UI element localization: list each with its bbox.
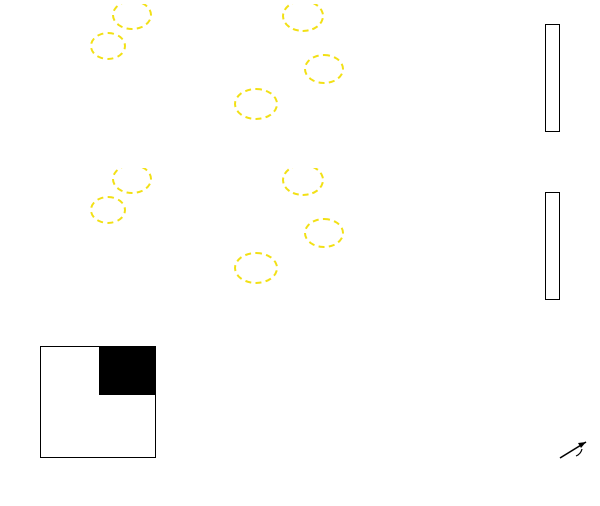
color-wheel-icon: [538, 430, 584, 476]
scale-bar: [30, 135, 86, 142]
free-energy-surface: [172, 326, 400, 506]
giwaxs-plot: [40, 346, 156, 458]
highlight-circle: [282, 168, 324, 196]
highlight-circle: [112, 4, 152, 30]
highlight-circle: [282, 4, 324, 32]
highlight-circle: [234, 252, 278, 284]
pfm-image-105c: [390, 168, 508, 312]
polarization-vortex-map: [396, 326, 600, 506]
afm-image-105c: [390, 4, 508, 148]
highlight-circle: [234, 88, 278, 120]
highlight-circle: [304, 54, 344, 84]
afm-image-100c: [206, 4, 354, 148]
theta-arrow-icon: [559, 441, 587, 459]
highlight-circle: [304, 218, 344, 248]
panel-c: [0, 326, 172, 506]
afm-image-95c: [24, 4, 168, 148]
colorbar-gradient: [545, 24, 560, 132]
pfm-image-100c: [206, 168, 354, 312]
diffraction-inset: [99, 347, 155, 395]
colorbar-gradient: [545, 192, 560, 300]
pfm-image-95c: [24, 168, 168, 312]
scale-bar-line: [30, 136, 86, 142]
highlight-circle: [112, 168, 152, 194]
panel-d: [172, 326, 400, 506]
highlight-circle: [90, 32, 126, 60]
highlight-circle: [90, 196, 126, 224]
panel-e: [396, 326, 600, 506]
